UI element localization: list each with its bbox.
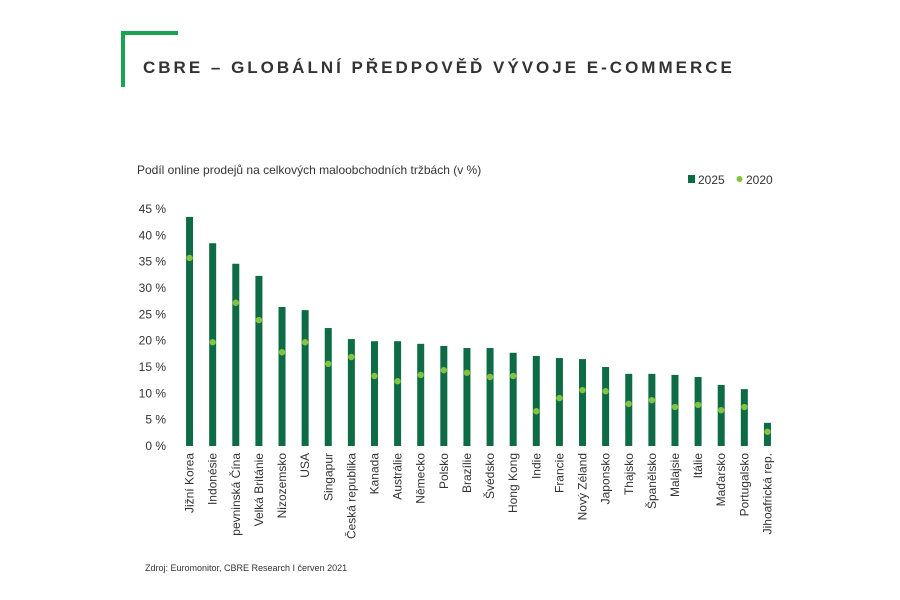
legend-label: 2025 (698, 173, 725, 187)
y-tick-label: 10 % (139, 386, 167, 400)
dot (463, 369, 471, 376)
x-tick-label: Hong Kong (506, 453, 520, 513)
y-tick-label: 5 % (145, 413, 166, 427)
dot (648, 396, 656, 404)
title-bracket (121, 31, 178, 87)
dot (209, 339, 216, 346)
x-tick-label: Francie (552, 453, 566, 493)
y-tick-label: 15 % (139, 360, 167, 374)
bar (509, 352, 517, 446)
dot (579, 386, 586, 394)
bar (648, 373, 656, 446)
dot (417, 371, 424, 379)
bar (625, 373, 633, 446)
bar (232, 263, 240, 446)
x-tick-label: Španělsko (644, 453, 659, 509)
bar (671, 374, 679, 446)
x-tick-label: Švédsko (482, 453, 497, 499)
y-tick-label: 35 % (139, 255, 167, 269)
dot (671, 403, 679, 411)
bar (602, 367, 610, 446)
dot (440, 366, 448, 374)
x-tick-label: Indie (529, 453, 543, 479)
x-tick-label: Itálie (691, 453, 705, 479)
dot (694, 401, 702, 409)
bar (486, 348, 494, 446)
x-tick-label: Velká Británie (252, 453, 266, 527)
dot (509, 372, 517, 380)
bar (255, 275, 263, 446)
dot (741, 403, 748, 411)
x-tick-label: Malajsie (668, 453, 682, 497)
bar (347, 339, 355, 446)
dot (718, 406, 725, 414)
dot (486, 373, 494, 381)
bar (579, 359, 587, 446)
chart-title: CBRE – GLOBÁLNÍ PŘEDPOVĚĎ VÝVOJE E-COMME… (143, 58, 735, 77)
x-tick-label: pevninská Čína (228, 453, 243, 536)
x-tick-label: Singapur (321, 453, 335, 501)
x-tick-label: Maďarsko (714, 453, 728, 507)
x-tick-label: Jihoafrická rep. (760, 453, 774, 534)
dot (556, 394, 563, 402)
x-tick-label: Portugalsko (737, 453, 751, 517)
y-tick-label: 45 % (139, 202, 167, 216)
chart-subtitle: Podíl online prodejů na celkových maloob… (137, 163, 481, 177)
dot (394, 378, 401, 385)
dot (533, 408, 540, 415)
bar (532, 355, 540, 446)
bar (301, 310, 309, 446)
bar (463, 348, 471, 446)
y-tick-label: 30 % (139, 281, 167, 295)
source-note: Zdroj: Euromonitor, CBRE Research I červ… (145, 563, 347, 573)
legend-swatch (736, 176, 743, 182)
dot (625, 400, 632, 408)
x-tick-label: Nový Zéland (576, 453, 590, 520)
x-tick-label: Japonsko (599, 453, 613, 505)
bar (394, 341, 402, 446)
dot (325, 360, 332, 368)
dot (301, 339, 309, 346)
dot (348, 353, 355, 361)
x-tick-label: Brazílie (460, 453, 474, 493)
dot (186, 254, 193, 262)
bar (440, 345, 448, 446)
x-tick-label: USA (298, 453, 312, 478)
bar (324, 328, 332, 446)
y-tick-label: 0 % (145, 439, 166, 453)
bar (717, 384, 725, 446)
x-tick-label: Česká republika (343, 453, 358, 539)
x-tick-label: Austrálie (391, 453, 405, 500)
x-tick-label: Indonésie (206, 453, 220, 505)
x-tick-label: Německo (414, 453, 428, 504)
legend-swatch (688, 175, 695, 183)
dot (232, 299, 239, 306)
bar (278, 306, 286, 446)
y-tick-label: 20 % (139, 334, 167, 348)
bar (694, 377, 702, 446)
bar (370, 341, 378, 446)
dot (764, 428, 771, 435)
x-tick-label: Nizozemsko (275, 453, 289, 519)
dot (602, 388, 609, 395)
dot (278, 349, 286, 356)
bar (740, 389, 748, 446)
y-tick-label: 40 % (139, 228, 167, 242)
bar (186, 216, 194, 446)
legend-label: 2020 (746, 173, 773, 187)
x-tick-label: Jižní Korea (183, 453, 197, 513)
dot (371, 372, 378, 380)
x-tick-label: Polsko (437, 453, 451, 489)
dot (255, 316, 263, 324)
bar (417, 343, 425, 446)
x-tick-label: Thajsko (622, 453, 636, 495)
y-tick-label: 25 % (139, 307, 167, 321)
bar (555, 358, 563, 446)
x-tick-label: Kanada (367, 453, 381, 495)
